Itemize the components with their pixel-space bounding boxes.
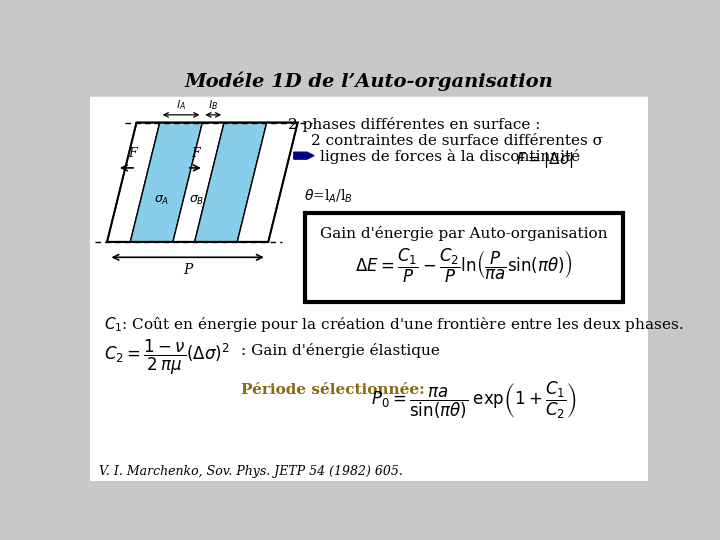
Text: $\theta$=l$_A$/l$_B$: $\theta$=l$_A$/l$_B$ bbox=[304, 188, 353, 205]
Text: 2 contraintes de surface différentes σ: 2 contraintes de surface différentes σ bbox=[311, 134, 603, 148]
Text: Gain d'énergie par Auto-organisation: Gain d'énergie par Auto-organisation bbox=[320, 226, 608, 241]
Text: $l_B$: $l_B$ bbox=[208, 98, 218, 112]
Text: $\sigma_A$: $\sigma_A$ bbox=[153, 193, 169, 207]
Polygon shape bbox=[107, 123, 160, 242]
Polygon shape bbox=[194, 123, 266, 242]
Text: $P_0 = \dfrac{\pi a}{\sin(\pi\theta)}\;\exp\!\left(1 + \dfrac{C_1}{C_2}\right)$: $P_0 = \dfrac{\pi a}{\sin(\pi\theta)}\;\… bbox=[371, 380, 577, 421]
Polygon shape bbox=[173, 123, 224, 242]
FancyArrow shape bbox=[294, 152, 314, 159]
Text: $\Delta E = \dfrac{C_1}{P} - \dfrac{C_2}{P}\ln\!\left(\dfrac{P}{\pi a}\sin(\pi\t: $\Delta E = \dfrac{C_1}{P} - \dfrac{C_2}… bbox=[355, 247, 573, 286]
FancyBboxPatch shape bbox=[305, 213, 624, 302]
Text: lignes de forces à la discontinuité: lignes de forces à la discontinuité bbox=[320, 150, 580, 165]
Text: $l_A$: $l_A$ bbox=[176, 98, 186, 112]
Text: $C_1$: Coût en énergie pour la création d'une frontière entre les deux phases.: $C_1$: Coût en énergie pour la création … bbox=[104, 315, 683, 334]
Text: Période sélectionnée:: Période sélectionnée: bbox=[241, 383, 425, 397]
Text: $\sigma_B$: $\sigma_B$ bbox=[189, 193, 204, 207]
Text: F: F bbox=[129, 147, 138, 160]
Text: : Gain d'énergie élastique: : Gain d'énergie élastique bbox=[241, 343, 440, 358]
Polygon shape bbox=[130, 123, 202, 242]
Text: Modéle 1D de l’Auto-organisation: Modéle 1D de l’Auto-organisation bbox=[184, 72, 554, 91]
Text: P: P bbox=[183, 262, 192, 276]
Text: F: F bbox=[191, 147, 199, 160]
Text: 2 phases différentes en surface :: 2 phases différentes en surface : bbox=[287, 117, 540, 132]
Polygon shape bbox=[238, 123, 297, 242]
Text: V. I. Marchenko, Sov. Phys. JETP 54 (1982) 605.: V. I. Marchenko, Sov. Phys. JETP 54 (198… bbox=[99, 465, 403, 478]
Text: $C_2 = \dfrac{1-\nu}{2\,\pi\mu}(\Delta\sigma)^2$: $C_2 = \dfrac{1-\nu}{2\,\pi\mu}(\Delta\s… bbox=[104, 338, 230, 377]
Text: $F = |\Delta\sigma|$: $F = |\Delta\sigma|$ bbox=[516, 150, 574, 170]
